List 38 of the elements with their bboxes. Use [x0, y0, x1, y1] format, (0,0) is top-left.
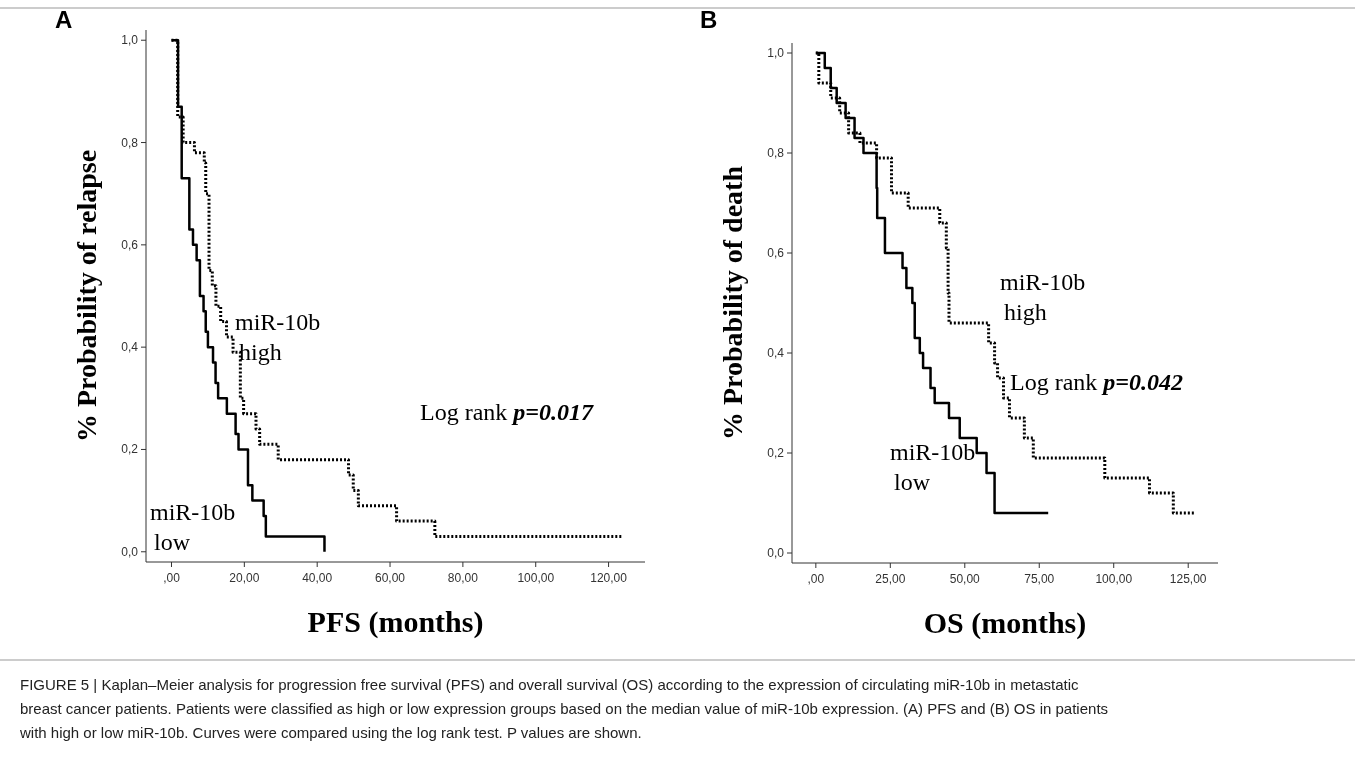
y-axis-title: % Probability of relapse [71, 149, 102, 443]
x-tick-label: 25,00 [875, 572, 906, 586]
annotation: Log rank p=0.017 [420, 399, 594, 425]
x-tick-label: 100,00 [517, 571, 555, 585]
x-axis-title: PFS (months) [307, 605, 484, 639]
series-label: miR-10b low [890, 439, 976, 495]
text: A [55, 6, 73, 33]
y-tick-label: 0,2 [767, 446, 785, 460]
y-tick-label: 1,0 [121, 33, 139, 48]
series-label: miR-10b high [1000, 269, 1086, 325]
y-tick-label: 0,4 [121, 340, 139, 355]
x-tick-label: ,00 [807, 572, 825, 586]
x-tick-label: 75,00 [1024, 572, 1055, 586]
x-tick-label: ,00 [163, 571, 181, 585]
x-tick-label: 125,00 [1169, 572, 1207, 586]
y-tick-label: 0,0 [121, 544, 139, 559]
x-tick-label: 40,00 [302, 571, 333, 585]
x-tick-label: 20,00 [229, 571, 260, 585]
caption: FIGURE 5 | Kaplan–Meier analysis for progression free survival (PFS) and overall survival (OS) according to the expression of circulating miR-10b in metastatic breast cancer patients. Patients were classified as high or low expression groups based on the median value of miR-10b expression. (A) PFS and (B) OS in patients with high or low miR-10b. Curves were compared using the log rank test. P values are shown. [19, 676, 1109, 741]
y-tick-label: 0,8 [121, 135, 139, 150]
x-tick-label: 120,00 [590, 571, 628, 585]
series-label: miR-10b low [150, 499, 236, 555]
x-tick-label: 50,00 [949, 572, 981, 586]
y-tick-label: 1,0 [767, 46, 785, 60]
x-axis-title: OS (months) [923, 606, 1087, 640]
y-tick-label: 0,6 [767, 246, 785, 260]
text: B [700, 6, 718, 33]
y-tick-label: 0,2 [121, 442, 139, 457]
y-tick-label: 0,6 [121, 237, 139, 252]
annotation: Log rank p=0.042 [1010, 369, 1183, 395]
x-tick-label: 100,00 [1095, 572, 1133, 586]
y-tick-label: 0,4 [767, 346, 785, 360]
y-tick-label: 0,0 [767, 546, 785, 560]
series-label: miR-10b high [235, 309, 321, 365]
x-tick-label: 80,00 [447, 571, 479, 585]
y-axis-title: % Probability of death [717, 165, 748, 441]
y-tick-label: 0,8 [767, 146, 785, 160]
x-tick-label: 60,00 [375, 571, 406, 585]
